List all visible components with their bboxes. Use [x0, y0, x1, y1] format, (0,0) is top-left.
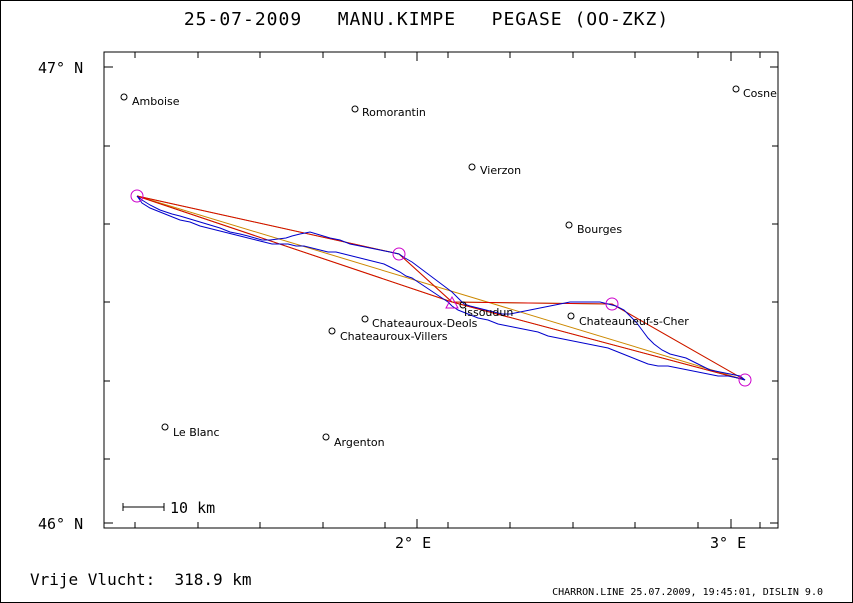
bottom-ticks: [134, 519, 761, 528]
town-marker: [361, 315, 369, 323]
town-marker: [161, 423, 169, 431]
town-marker: [732, 85, 740, 93]
top-ticks: [134, 52, 761, 61]
turnpoint-1: [392, 247, 406, 261]
scale-bar: 10 km: [122, 499, 215, 517]
lat-top-label: 47° N: [38, 59, 83, 77]
towns: Amboise Romorantin Vierzon Bourges Cosne…: [120, 85, 777, 449]
turnpoint-3: [605, 297, 619, 311]
left-ticks: [104, 66, 113, 524]
town-label-argenton: Argenton: [334, 436, 385, 449]
plot-border: [103, 51, 779, 529]
town-label-amboise: Amboise: [132, 95, 180, 108]
town-label-romorantin: Romorantin: [362, 106, 426, 119]
town-marker: [351, 105, 359, 113]
distance-label: Vrije Vlucht:: [30, 570, 156, 589]
flight-date: 25-07-2009: [183, 9, 303, 30]
gps-track: [136, 195, 746, 381]
distance-summary: Vrije Vlucht: 318.9 km: [30, 570, 252, 589]
glider-id: PEGASE (OO-ZKZ): [491, 9, 670, 30]
flight-title: 25-07-2009 MANU.KIMPE PEGASE (OO-ZKZ): [0, 9, 853, 30]
credit-line: CHARRON.LINE 25.07.2009, 19:45:01, DISLI…: [552, 587, 823, 598]
town-marker: [120, 93, 128, 101]
town-label-chateauroux-villers: Chateauroux-Villers: [340, 330, 448, 343]
town-marker: [322, 433, 330, 441]
right-ticks: [770, 66, 778, 524]
town-label-issoudun: Issoudun: [464, 306, 513, 319]
scale-bar-label: 10 km: [170, 499, 215, 517]
town-label-bourges: Bourges: [577, 223, 622, 236]
distance-value: 318.9 km: [174, 570, 252, 589]
town-label-vierzon: Vierzon: [480, 164, 521, 177]
turnpoint-finish: [738, 373, 752, 387]
town-marker: [459, 301, 467, 309]
town-marker: [565, 221, 573, 229]
town-marker: [468, 163, 476, 171]
lon-left-label: 2° E: [395, 534, 431, 552]
lon-right-label: 3° E: [710, 534, 746, 552]
pilot-name: MANU.KIMPE: [337, 9, 457, 30]
turnpoints: [130, 189, 752, 387]
town-label-chateauroux-deols: Chateauroux-Deols: [372, 317, 478, 330]
town-label-cosne: Cosne: [743, 87, 777, 100]
town-marker: [328, 327, 336, 335]
task-line-orange: [136, 195, 746, 381]
town-label-chateauneuf-s-cher: Chateauneuf-s-Cher: [579, 315, 689, 328]
lat-bottom-label: 46° N: [38, 515, 83, 533]
turnpoint-2: [445, 295, 459, 309]
town-label-le-blanc: Le Blanc: [173, 426, 220, 439]
town-marker: [567, 312, 575, 320]
turnpoint-start: [130, 189, 144, 203]
